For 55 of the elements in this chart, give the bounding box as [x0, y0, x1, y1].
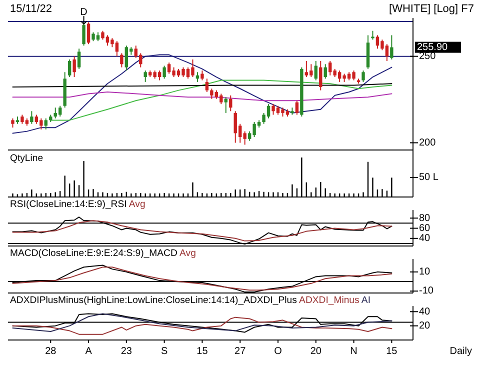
series-label: MACD(CloseLine:E:9:E:24:S:9)_MACD	[10, 248, 178, 259]
candlestick	[77, 48, 81, 70]
y-tick-label: 40	[419, 306, 431, 318]
candlestick	[319, 60, 322, 91]
y-tick-label: 200	[419, 137, 436, 148]
candlestick	[30, 110, 34, 124]
candlestick	[224, 96, 228, 114]
series-label: RSI(CloseLine:14:E:9)_RSI	[10, 199, 127, 210]
x-tick-label: O	[274, 346, 282, 357]
x-tick-label: 28	[45, 346, 57, 357]
text: 50 L	[419, 172, 439, 184]
candlestick	[120, 52, 124, 68]
x-tick-label: N	[350, 346, 358, 357]
text: 255.90	[417, 42, 448, 53]
candlestick	[162, 65, 166, 80]
chart-title: 15/11/22	[10, 3, 52, 15]
candlestick	[229, 94, 232, 112]
candlestick	[390, 34, 394, 60]
line-series	[12, 92, 392, 102]
candlestick	[44, 118, 48, 130]
y-tick-label: 40	[419, 233, 431, 244]
text: Daily	[450, 346, 472, 357]
candlestick	[72, 56, 76, 78]
text: Avg	[177, 248, 196, 259]
candlestick	[144, 70, 147, 82]
candlestick	[200, 70, 204, 81]
y-tick-label: 20	[419, 320, 431, 332]
y-tick-label: -10	[419, 286, 434, 297]
candlestick	[11, 118, 14, 128]
candlestick	[362, 70, 365, 82]
candlestick	[86, 22, 90, 45]
x-tick-label: 27	[234, 346, 246, 357]
y-tick-label: 10	[419, 266, 431, 278]
candlestick	[68, 58, 72, 78]
chart-title: QtyLine	[10, 153, 44, 164]
line-series	[50, 80, 392, 121]
line-series	[12, 316, 392, 335]
candlestick	[314, 60, 318, 81]
x-tick-label: 15	[386, 346, 398, 357]
series-label: ADXDIPlusMinus(HighLine:LowLine:CloseLine:14:14)_ADXDI_Plus	[10, 295, 298, 306]
candlestick	[295, 100, 299, 116]
x-tick-label: 15	[196, 346, 208, 357]
x-tick-label: 20	[310, 346, 322, 357]
annotation: D	[80, 7, 88, 18]
y-tick-label: 60	[419, 222, 431, 234]
x-tick-label: 23	[120, 346, 132, 357]
y-tick-label: 80	[419, 212, 431, 224]
candlestick	[205, 78, 209, 93]
x-tick-label: A	[85, 346, 92, 357]
text: [WHITE] [Log] F7	[389, 3, 474, 15]
series-label: AI	[359, 295, 370, 306]
candlestick	[324, 64, 327, 80]
series-label: ADXDI_Minus	[296, 295, 360, 306]
x-tick-label: S	[160, 346, 168, 357]
series-label: Avg	[126, 199, 146, 210]
